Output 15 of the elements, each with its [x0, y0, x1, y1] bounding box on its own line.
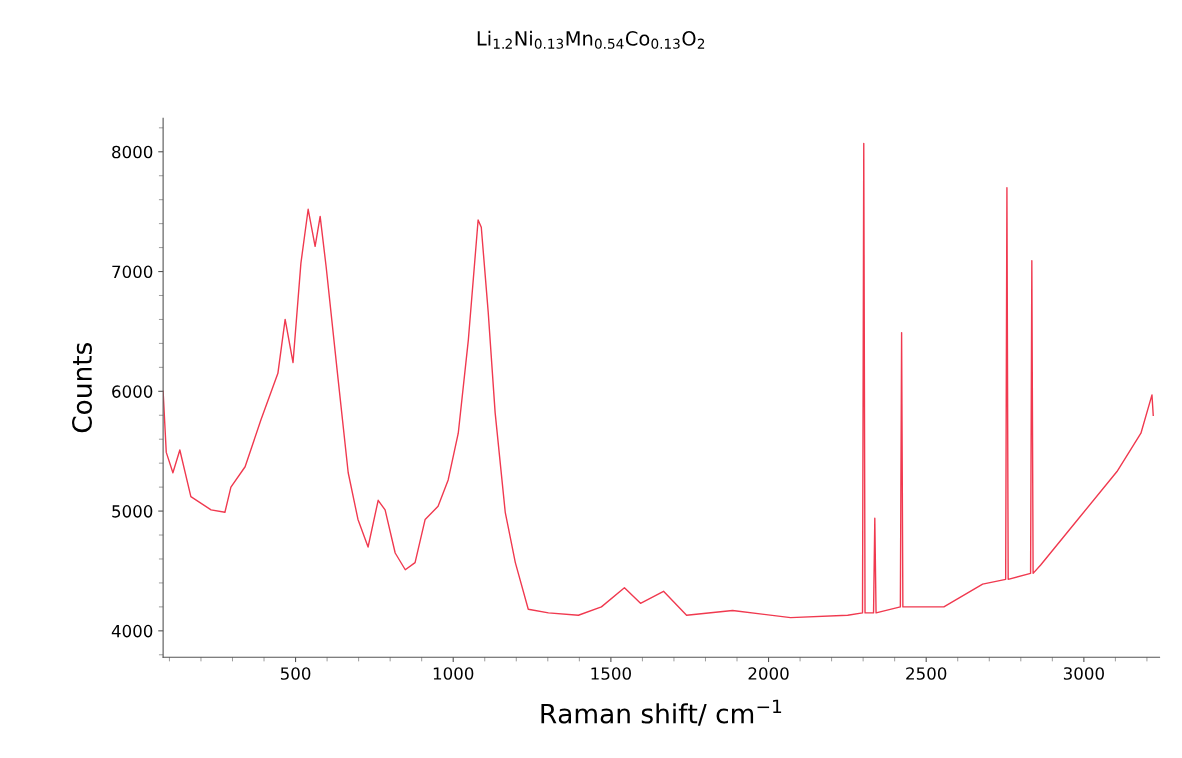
y-tick-label: 4000 [111, 624, 153, 638]
y-tick-label: 7000 [112, 265, 153, 279]
x-tick-label: 1500 [591, 667, 631, 680]
x-tick-label: 2500 [906, 667, 947, 680]
y-axis-title: Counts [72, 342, 92, 433]
y-tick-label: 8000 [112, 145, 153, 159]
x-tick-label: 1000 [433, 667, 474, 680]
y-tick-label: 6000 [112, 385, 153, 398]
chart-title: Li$_{1.2}$Ni$_{0.13}$Mn$_{0.54}$Co$_{0.13}$O$_{2}$ [477, 30, 705, 49]
x-tick-label: 3000 [1063, 667, 1104, 680]
x-tick-label: 2000 [748, 667, 789, 680]
x-axis-title: Raman shift/ cm$^{−1}$ [541, 699, 782, 726]
x-tick-label: 500 [280, 667, 311, 680]
line-series [163, 142, 1154, 619]
y-tick-label: 5000 [112, 505, 153, 518]
